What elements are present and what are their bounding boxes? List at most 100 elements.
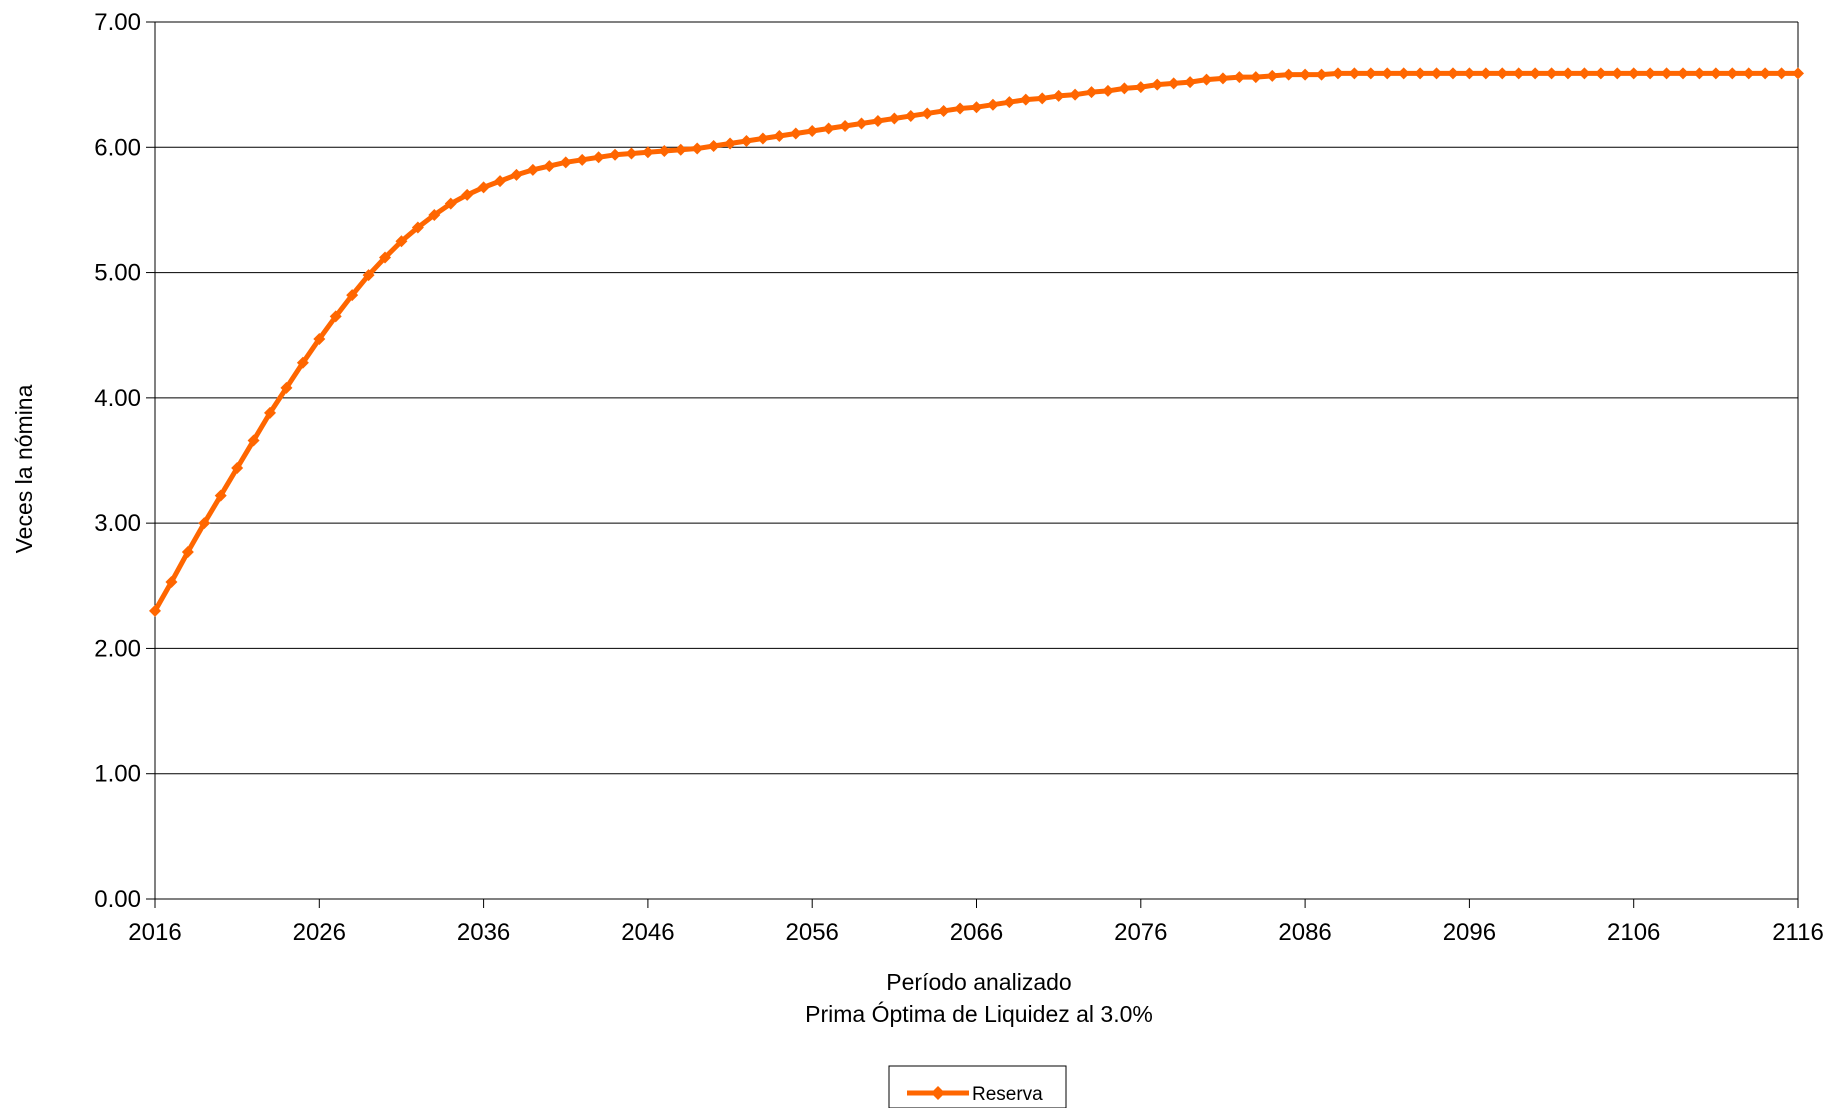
data-point-2064 [937,104,950,117]
x-tick-label-6: 2076 [1114,919,1167,946]
data-point-2018 [181,545,194,558]
data-point-2105 [1611,67,1624,80]
data-point-2114 [1759,67,1772,80]
data-point-2047 [658,145,671,158]
data-point-2074 [1101,84,1114,97]
data-point-2016 [149,604,161,617]
data-point-2116 [1792,67,1804,80]
data-point-2052 [740,135,753,148]
data-point-2111 [1709,67,1722,80]
x-tick-label-2: 2036 [457,919,510,946]
data-point-2066 [970,101,983,114]
y-tick-label-0: 0.00 [94,886,141,913]
data-point-2086 [1299,68,1312,81]
data-point-2103 [1578,67,1591,80]
data-point-2036 [477,181,490,194]
data-point-2112 [1726,67,1739,80]
data-point-2040 [543,160,556,173]
data-point-2078 [1167,77,1180,90]
data-point-2068 [1003,96,1016,109]
data-point-2077 [1151,78,1164,91]
data-point-2073 [1085,86,1098,99]
data-point-2098 [1496,67,1509,80]
data-point-2085 [1282,68,1295,81]
data-point-2031 [395,235,408,248]
x-axis-title: Período analizado [886,969,1071,995]
data-point-2069 [1019,93,1032,106]
data-point-2072 [1069,88,1082,101]
data-point-2107 [1644,67,1657,80]
data-point-2095 [1446,67,1459,80]
data-point-2057 [822,122,835,135]
axes [146,21,1799,908]
data-point-2087 [1315,68,1328,81]
data-point-2032 [411,221,424,234]
data-point-2079 [1184,76,1197,89]
data-point-2100 [1529,67,1542,80]
data-point-2097 [1479,67,1492,80]
data-point-2041 [559,156,572,169]
data-point-2025 [296,356,309,369]
data-point-2110 [1693,67,1706,80]
data-point-2027 [329,310,342,323]
x-tick-label-5: 2066 [950,919,1003,946]
data-point-2084 [1266,69,1279,82]
data-point-2083 [1249,71,1262,84]
data-point-2026 [313,332,326,345]
data-point-2046 [641,146,654,159]
data-point-2048 [674,143,687,156]
tick-labels: 0.00 1.00 2.00 3.00 4.00 5.00 6.00 7.00 2016 2026… [94,9,1824,946]
data-point-2024 [280,381,293,394]
data-point-2080 [1200,73,1213,86]
x-tick-label-1: 2026 [293,919,346,946]
data-point-2045 [625,147,638,160]
data-point-2035 [461,188,474,201]
data-point-2096 [1463,67,1476,80]
x-tick-label-8: 2096 [1443,919,1496,946]
data-point-2092 [1397,67,1410,80]
data-point-2028 [346,289,359,302]
x-tick-label-9: 2106 [1607,919,1660,946]
chart-subtitle: Prima Óptima de Liquidez al 3.0% [805,1001,1153,1027]
data-point-2108 [1660,67,1673,80]
data-point-2058 [839,119,852,132]
data-point-2081 [1216,72,1229,85]
data-point-2076 [1134,81,1147,94]
y-tick-label-3: 3.00 [94,510,141,537]
data-point-2090 [1364,67,1377,80]
data-point-2019 [198,517,211,530]
data-point-2043 [592,151,605,164]
data-point-2093 [1414,67,1427,80]
data-point-2061 [888,112,901,125]
data-point-2049 [691,142,704,155]
legend-box [888,1065,1067,1108]
data-point-2060 [871,114,884,127]
data-point-2050 [707,140,720,153]
y-tick-label-1: 1.00 [94,761,141,788]
x-tick-label-10: 2116 [1772,919,1824,946]
data-point-2051 [724,137,737,150]
y-tick-label-6: 6.00 [94,134,141,161]
legend-label: Reserva [972,1084,1043,1105]
data-point-2113 [1742,67,1755,80]
data-point-2065 [954,102,967,115]
data-point-2091 [1381,67,1394,80]
data-point-2017 [165,576,178,589]
y-tick-label-2: 2.00 [94,635,141,662]
data-point-2021 [231,462,244,475]
data-point-2115 [1775,67,1788,80]
legend: Reserva [888,1065,1067,1108]
data-point-2039 [526,163,539,176]
data-point-2059 [855,117,868,130]
data-point-2020 [214,489,227,502]
data-point-2022 [247,434,260,447]
y-tick-label-5: 5.00 [94,260,141,287]
series-line-0 [152,70,1798,613]
legend-marker [931,1086,945,1100]
data-point-2062 [904,109,917,122]
x-tick-label-7: 2086 [1278,919,1331,946]
data-point-2101 [1545,67,1558,80]
data-point-2056 [806,124,819,137]
data-point-2102 [1561,67,1574,80]
